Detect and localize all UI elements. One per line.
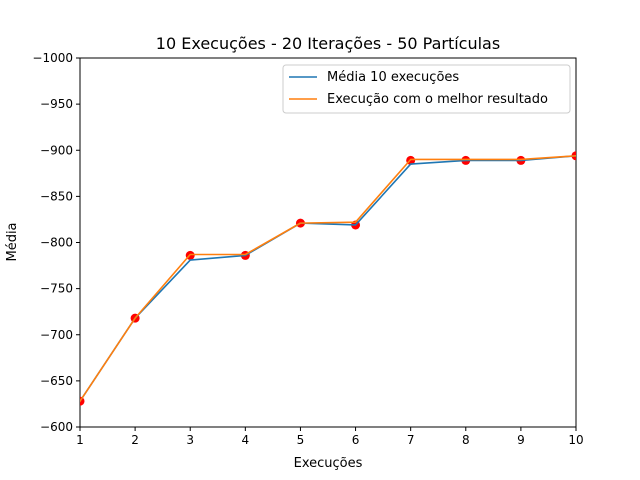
x-tick-label: 4 <box>242 433 250 447</box>
legend-box <box>282 64 571 114</box>
legend: Média 10 execuções Execução com o melhor … <box>282 64 571 114</box>
plot-area: 1 2 3 4 5 6 7 8 9 10 −1000 −950 −900 −850 −800 −750 −700… <box>32 51 583 447</box>
x-tick-label: 10 <box>568 433 583 447</box>
x-tick-label: 1 <box>76 433 84 447</box>
y-tick-label: −950 <box>40 97 73 111</box>
x-axis-label: Execuções <box>294 456 363 471</box>
y-tick-label: −750 <box>40 282 73 296</box>
x-tick-label: 8 <box>462 433 470 447</box>
x-tick-label: 5 <box>297 433 305 447</box>
series-line-1 <box>80 154 576 403</box>
y-tick-label: −800 <box>40 236 73 250</box>
x-tick-label: 2 <box>131 433 139 447</box>
legend-label: Execução com o melhor resultado <box>327 92 548 107</box>
marker-group <box>80 151 576 406</box>
y-tick-label: −850 <box>40 189 73 203</box>
y-tick-label: −600 <box>40 420 73 434</box>
series-line-2 <box>80 154 576 403</box>
y-tick-label: −900 <box>40 143 73 157</box>
y-tick-label: −1000 <box>32 51 73 65</box>
series-group <box>80 154 576 403</box>
legend-label: Média 10 execuções <box>327 70 459 85</box>
y-tick-label: −650 <box>40 374 73 388</box>
x-tick-label: 7 <box>407 433 415 447</box>
x-tick-label: 6 <box>352 433 360 447</box>
x-tick-label: 9 <box>517 433 525 447</box>
y-tick-label: −700 <box>40 328 73 342</box>
chart-title: 10 Execuções - 20 Iterações - 50 Partícu… <box>156 34 500 53</box>
y-axis-label: Média <box>5 222 20 261</box>
x-tick-label: 3 <box>186 433 194 447</box>
